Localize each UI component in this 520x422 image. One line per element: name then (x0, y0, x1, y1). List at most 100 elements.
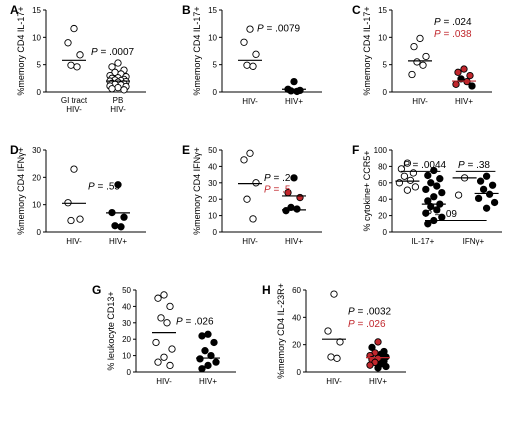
panel-label: F (352, 143, 359, 157)
p-value-annotation: P = .38 (458, 160, 490, 171)
y-tick-label: 10 (122, 352, 131, 361)
data-point (374, 364, 382, 372)
data-point (166, 361, 174, 370)
panel-label: D (10, 143, 19, 157)
category-label: HIV- (156, 377, 172, 386)
data-point (290, 77, 298, 86)
data-point (114, 181, 122, 189)
data-point (207, 351, 215, 360)
data-point (460, 65, 468, 73)
y-tick-label: 20 (378, 212, 387, 221)
data-point (198, 365, 206, 373)
data-point (240, 38, 248, 46)
data-point (160, 291, 168, 299)
panel-label: B (182, 3, 191, 17)
panel-c: C 0 5 10 15 %memory CD4 IL-17+ HIV- HIV+ P = .02… (352, 3, 492, 106)
data-point (70, 165, 78, 173)
category-label: HIV+ (369, 377, 387, 386)
data-point (198, 332, 206, 340)
data-point (454, 191, 463, 199)
data-point (368, 343, 376, 352)
data-point (64, 39, 72, 47)
category-label: HIV+ (285, 97, 303, 106)
p-value-annotation: P = .0007 (91, 47, 135, 58)
data-point (166, 302, 174, 311)
data-point (411, 183, 420, 191)
y-tick-label: 20 (292, 341, 301, 350)
y-tick-label: 20 (122, 335, 131, 344)
data-point (468, 82, 476, 90)
data-point (433, 182, 441, 190)
panel-label: G (92, 283, 101, 297)
data-point (160, 353, 168, 361)
p-value-annotation: P = .024 (434, 17, 472, 28)
y-axis-label: %memory CD4 IL-17+ (16, 6, 26, 95)
y-tick-label: 15 (378, 6, 387, 15)
data-point (430, 166, 438, 175)
data-point (333, 354, 341, 362)
p-value-annotation: P = .038 (434, 29, 472, 40)
y-tick-label: 40 (122, 302, 131, 311)
data-point (474, 194, 483, 203)
p-value-annotation: P = .0032 (348, 307, 392, 318)
data-point (108, 85, 116, 93)
data-point (400, 172, 409, 180)
data-point (422, 209, 430, 217)
y-tick-label: 40 (292, 313, 301, 322)
panel-h: H 0 20 40 60 %memory CD4 IL-23R+ HIV- HIV+ P = .… (262, 283, 406, 386)
panel-d: D 0 10 20 30 %memory CD4 IFNγ+ HIV- HIV+ P = .55 (10, 143, 146, 246)
data-point (482, 204, 491, 212)
y-tick-label: 15 (208, 6, 217, 15)
data-point (427, 179, 435, 187)
data-point (111, 222, 119, 230)
data-point (479, 185, 488, 194)
data-point (433, 206, 441, 214)
y-tick-label: 60 (292, 286, 301, 295)
data-point (293, 205, 301, 213)
panel-label: H (262, 283, 271, 297)
data-point (246, 25, 254, 33)
data-point (488, 181, 497, 189)
category-label: PB (113, 96, 124, 105)
y-axis-label: %memory CD4 IFNγ+ (16, 147, 26, 235)
data-point (210, 338, 218, 347)
data-point (163, 319, 171, 327)
data-point (120, 86, 128, 94)
data-point (67, 61, 75, 69)
y-axis-label: % cytokine+ CCR5+ (362, 150, 372, 231)
data-point (243, 61, 251, 69)
data-point (403, 186, 412, 194)
data-point (485, 190, 494, 198)
category-label: IL-17+ (411, 237, 434, 246)
data-point (243, 195, 251, 203)
p-value-annotation: P = .026 (176, 316, 214, 327)
p-value-annotation: P = .5 (264, 185, 291, 196)
data-point (154, 294, 162, 302)
data-point (424, 220, 432, 228)
panel-f: F 0 20 40 60 80 100% cytokine+ CCR5+ IL-17+ IFNγ… (352, 143, 502, 246)
category-label: HIV- (110, 105, 126, 114)
y-tick-label: 20 (208, 195, 217, 204)
data-point (419, 61, 427, 69)
data-point (196, 355, 204, 363)
category-label: HIV- (66, 105, 82, 114)
p-value-annotation: P = .0044 (403, 160, 447, 171)
category-label: HIV+ (109, 237, 127, 246)
panel-e: E 0 10 20 30 40 50 %memory CD4 IFNγ+ HIV- HIV+ P =… (182, 143, 322, 246)
y-tick-label: 20 (32, 173, 41, 182)
data-point (152, 338, 160, 347)
data-point (454, 68, 462, 76)
data-point (438, 188, 446, 197)
category-label: HIV- (66, 237, 82, 246)
data-point (408, 70, 416, 79)
category-label: GI tract (61, 96, 88, 105)
data-point (290, 174, 298, 182)
data-point (466, 71, 474, 80)
data-point (249, 215, 257, 223)
p-value-annotation: P = .2 (264, 173, 291, 184)
data-point (246, 149, 254, 157)
data-point (67, 216, 75, 225)
data-point (382, 362, 390, 371)
data-point (108, 63, 116, 71)
